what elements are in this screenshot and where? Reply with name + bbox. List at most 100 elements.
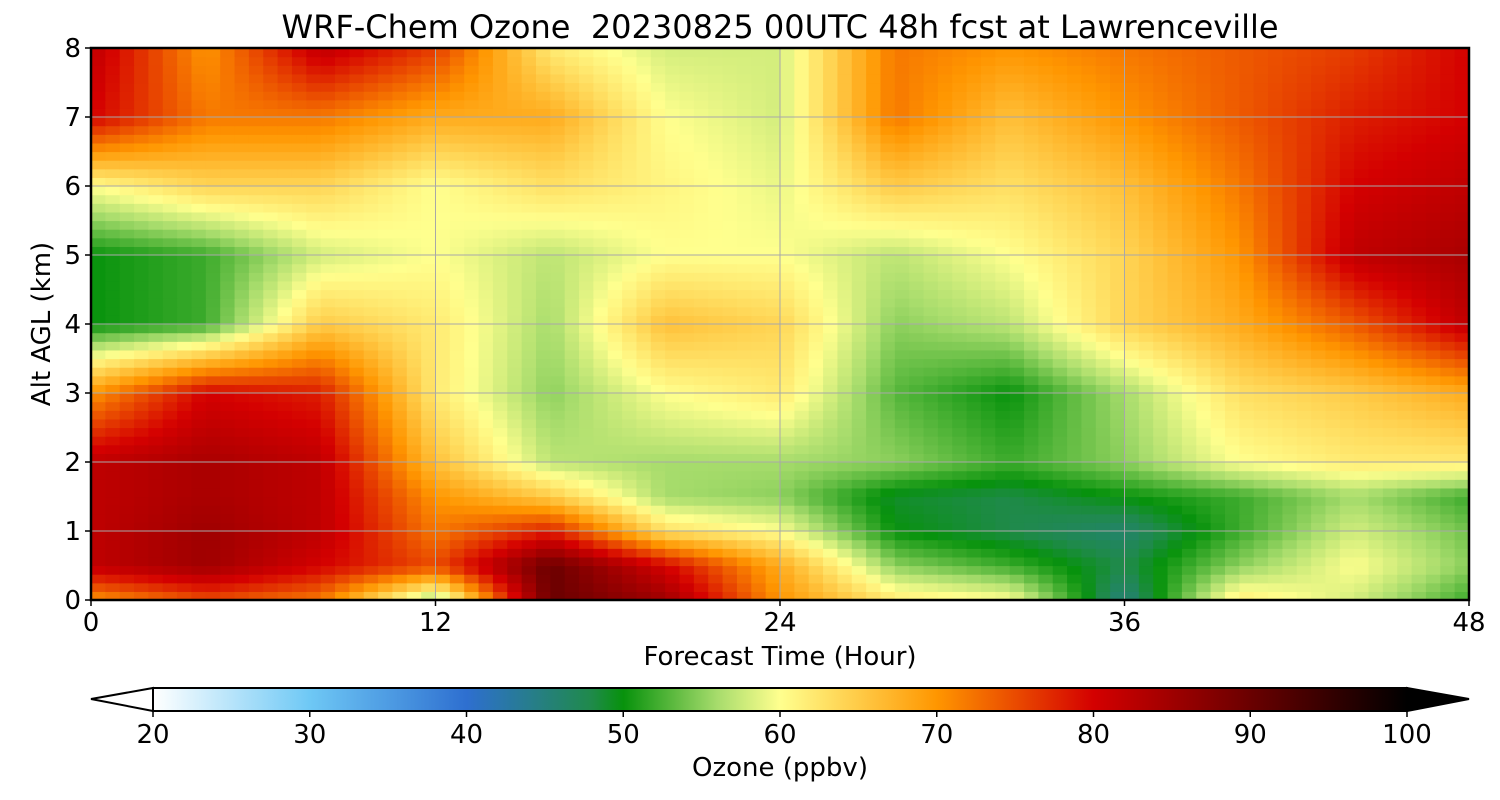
heatmap-cell bbox=[722, 194, 738, 204]
heatmap-cell bbox=[162, 574, 178, 584]
heatmap-cell bbox=[1210, 358, 1226, 368]
heatmap-cell bbox=[1268, 548, 1283, 558]
heatmap-cell bbox=[392, 410, 408, 420]
heatmap-cell bbox=[320, 565, 336, 575]
heatmap-cell bbox=[851, 237, 867, 247]
heatmap-cell bbox=[1253, 574, 1269, 584]
heatmap-cell bbox=[492, 211, 508, 222]
heatmap-cell bbox=[550, 522, 566, 532]
heatmap-cell bbox=[736, 487, 752, 498]
heatmap-cell bbox=[277, 565, 293, 575]
heatmap-cell bbox=[1052, 505, 1068, 515]
heatmap-cell bbox=[449, 462, 465, 472]
heatmap-cell bbox=[464, 444, 480, 454]
heatmap-cell bbox=[808, 513, 824, 523]
heatmap-cell bbox=[550, 513, 566, 523]
heatmap-cell bbox=[177, 177, 193, 187]
heatmap-cell bbox=[478, 479, 494, 489]
heatmap-cell bbox=[1167, 565, 1183, 575]
heatmap-cell bbox=[119, 358, 135, 368]
heatmap-cell bbox=[1282, 151, 1298, 161]
heatmap-cell bbox=[421, 505, 437, 515]
heatmap-cell bbox=[952, 160, 968, 170]
heatmap-cell bbox=[1268, 229, 1283, 239]
heatmap-cell bbox=[564, 315, 580, 325]
heatmap-cell bbox=[780, 349, 795, 360]
heatmap-cell bbox=[263, 505, 279, 515]
heatmap-cell bbox=[1339, 470, 1355, 480]
heatmap-cell bbox=[1454, 203, 1470, 213]
heatmap-cell bbox=[1110, 487, 1126, 498]
heatmap-cell bbox=[1311, 358, 1327, 368]
heatmap-cell bbox=[435, 289, 451, 299]
heatmap-cell bbox=[91, 487, 106, 498]
heatmap-cell bbox=[1110, 470, 1126, 480]
heatmap-cell bbox=[1239, 341, 1255, 351]
heatmap-cell bbox=[837, 556, 853, 567]
heatmap-cell bbox=[1095, 427, 1111, 437]
heatmap-cell bbox=[923, 375, 939, 385]
heatmap-cell bbox=[1052, 367, 1068, 377]
heatmap-cell bbox=[636, 539, 652, 549]
heatmap-cell bbox=[1325, 401, 1341, 411]
heatmap-cell bbox=[435, 177, 451, 187]
heatmap-cell bbox=[622, 272, 638, 282]
heatmap-cell bbox=[708, 556, 724, 567]
heatmap-cell bbox=[837, 401, 853, 411]
heatmap-cell bbox=[1311, 393, 1327, 403]
heatmap-cell bbox=[162, 246, 178, 256]
heatmap-cell bbox=[880, 418, 896, 429]
heatmap-cell bbox=[995, 263, 1011, 273]
heatmap-cell bbox=[205, 263, 221, 273]
heatmap-cell bbox=[1282, 160, 1298, 170]
heatmap-cell bbox=[923, 203, 939, 213]
heatmap-cell bbox=[263, 246, 279, 256]
heatmap-cell bbox=[980, 393, 996, 403]
heatmap-cell bbox=[435, 341, 451, 351]
heatmap-cell bbox=[1268, 263, 1283, 273]
heatmap-cell bbox=[1052, 255, 1068, 265]
heatmap-cell bbox=[1196, 462, 1212, 472]
heatmap-cell bbox=[1210, 272, 1226, 282]
heatmap-cell bbox=[464, 203, 480, 213]
heatmap-cell bbox=[1067, 315, 1083, 325]
heatmap-cell bbox=[1210, 462, 1226, 472]
heatmap-cell bbox=[1382, 591, 1398, 601]
heatmap-cell bbox=[607, 263, 623, 273]
heatmap-cell bbox=[966, 591, 982, 601]
heatmap-cell bbox=[248, 582, 264, 592]
heatmap-cell bbox=[866, 539, 882, 549]
heatmap-cell bbox=[1181, 341, 1197, 351]
heatmap-cell bbox=[205, 324, 221, 334]
heatmap-cell bbox=[622, 211, 638, 222]
heatmap-cell bbox=[277, 522, 293, 532]
heatmap-cell bbox=[349, 168, 365, 178]
heatmap-cell bbox=[1325, 306, 1341, 316]
heatmap-cell bbox=[1181, 531, 1197, 541]
heatmap-cell bbox=[866, 151, 882, 161]
heatmap-cell bbox=[1397, 444, 1413, 454]
heatmap-cell bbox=[1339, 341, 1355, 351]
heatmap-cell bbox=[794, 289, 810, 299]
heatmap-cell bbox=[191, 565, 207, 575]
heatmap-cell bbox=[1368, 272, 1384, 282]
heatmap-cell bbox=[607, 462, 623, 472]
heatmap-cell bbox=[564, 358, 580, 368]
heatmap-cell bbox=[105, 263, 121, 273]
heatmap-cell bbox=[1239, 427, 1255, 437]
heatmap-cell bbox=[1339, 211, 1355, 222]
heatmap-cell bbox=[478, 393, 494, 403]
heatmap-cell bbox=[291, 289, 307, 299]
heatmap-cell bbox=[1153, 280, 1169, 291]
heatmap-cell bbox=[923, 341, 939, 351]
heatmap-cell bbox=[1253, 237, 1269, 247]
heatmap-cell bbox=[435, 582, 451, 592]
heatmap-cell bbox=[1124, 160, 1140, 170]
heatmap-cell bbox=[105, 349, 121, 360]
heatmap-cell bbox=[780, 436, 795, 446]
heatmap-cell bbox=[1239, 194, 1255, 204]
heatmap-cell bbox=[1311, 487, 1327, 498]
heatmap-cell bbox=[162, 220, 178, 230]
heatmap-cell bbox=[1311, 237, 1327, 247]
heatmap-cell bbox=[492, 298, 508, 308]
